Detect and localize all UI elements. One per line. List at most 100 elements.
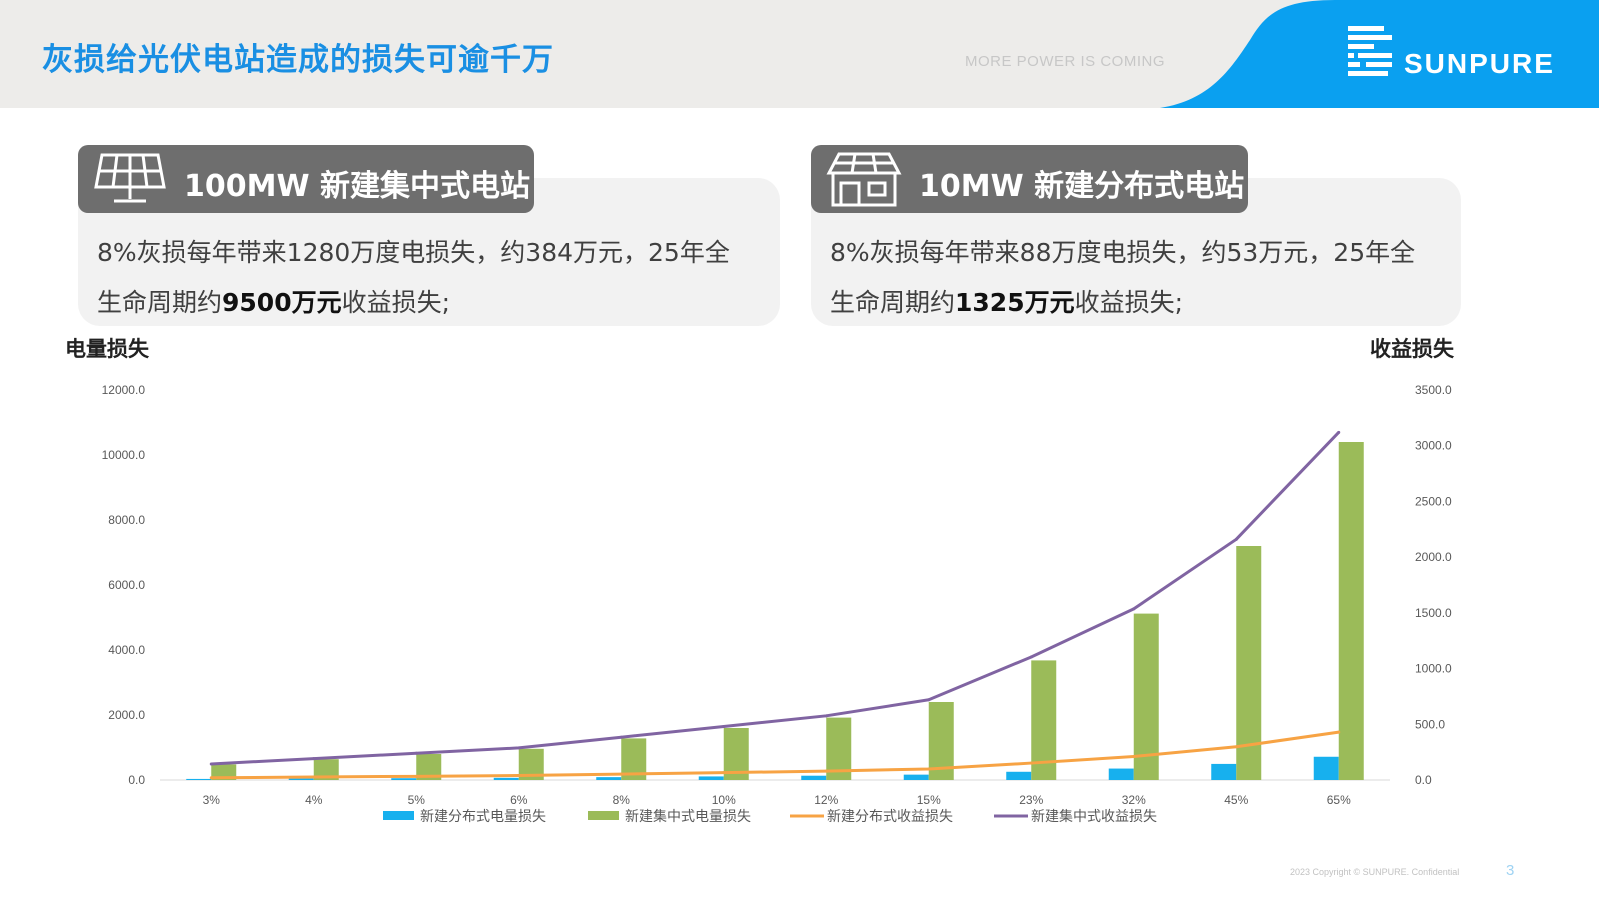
bar-distributed-energy-loss bbox=[801, 775, 827, 780]
line-point bbox=[209, 776, 213, 780]
tagline: MORE POWER IS COMING bbox=[965, 53, 1166, 70]
line-point bbox=[1337, 730, 1341, 734]
bar-distributed-energy-loss bbox=[1006, 771, 1032, 780]
description-line: 生命周期约9500万元收益损失; bbox=[97, 278, 767, 328]
line-point bbox=[1029, 655, 1033, 659]
bar-distributed-energy-loss bbox=[288, 778, 314, 780]
legend-swatch bbox=[383, 811, 414, 820]
left-axis-tick-label: 8000.0 bbox=[108, 513, 145, 527]
centralized-station-description: 8%灰损每年带来1280万度电损失，约384万元，25年全 生命周期约9500万… bbox=[97, 228, 767, 328]
bar-centralized-energy-loss bbox=[313, 759, 339, 780]
right-axis-title: 收益损失 bbox=[1370, 337, 1454, 361]
line-point bbox=[312, 757, 316, 761]
bar-distributed-energy-loss bbox=[596, 777, 622, 780]
line-point bbox=[1132, 754, 1136, 758]
line-point bbox=[824, 714, 828, 718]
copyright-notice: 2023 Copyright © SUNPURE. Confidential bbox=[1290, 867, 1460, 877]
distributed-station-tab: 10MW 新建分布式电站 bbox=[811, 145, 1248, 213]
x-axis-tick-label: 45% bbox=[1224, 793, 1248, 807]
brand-name: SUNPURE bbox=[1404, 48, 1555, 79]
legend-label: 新建分布式电量损失 bbox=[420, 809, 546, 825]
loss-amount-highlight: 1325万元 bbox=[955, 288, 1075, 317]
description-text: 收益损失; bbox=[1074, 288, 1184, 317]
line-point bbox=[414, 751, 418, 755]
right-axis-tick-label: 0.0 bbox=[1415, 773, 1432, 787]
distributed-station-description: 8%灰损每年带来88万度电损失，约53万元，25年全 生命周期约1325万元收益… bbox=[830, 228, 1460, 328]
line-point bbox=[927, 767, 931, 771]
line-point bbox=[1029, 761, 1033, 765]
bar-distributed-energy-loss bbox=[186, 778, 212, 780]
line-point bbox=[1234, 537, 1238, 541]
bar-distributed-energy-loss bbox=[391, 778, 417, 780]
legend-label: 新建集中式收益损失 bbox=[1031, 808, 1157, 825]
x-axis-tick-label: 23% bbox=[1019, 793, 1043, 807]
line-point bbox=[209, 762, 213, 766]
page-title: 灰损给光伏电站造成的损失可逾千万 bbox=[42, 42, 554, 78]
x-axis-tick-label: 8% bbox=[613, 793, 631, 807]
left-axis-tick-label: 4000.0 bbox=[108, 643, 145, 657]
bar-centralized-energy-loss bbox=[1338, 442, 1364, 780]
bar-centralized-energy-loss bbox=[211, 764, 237, 780]
left-axis-title: 电量损失 bbox=[65, 337, 149, 361]
line-point bbox=[517, 746, 521, 750]
x-axis-tick-label: 3% bbox=[203, 793, 221, 807]
x-axis-tick-label: 65% bbox=[1327, 793, 1351, 807]
bar-distributed-energy-loss bbox=[698, 776, 724, 780]
line-point bbox=[619, 735, 623, 739]
left-axis-tick-label: 12000.0 bbox=[102, 383, 146, 397]
sunpure-logo-icon bbox=[1348, 26, 1392, 76]
right-axis-tick-label: 1500.0 bbox=[1415, 606, 1452, 620]
line-point bbox=[312, 775, 316, 779]
line-point bbox=[619, 772, 623, 776]
left-axis-tick-label: 10000.0 bbox=[102, 448, 146, 462]
line-point bbox=[824, 769, 828, 773]
legend-label: 新建集中式电量损失 bbox=[625, 808, 751, 825]
left-axis-tick-label: 0.0 bbox=[128, 773, 145, 787]
bar-centralized-energy-loss bbox=[1133, 613, 1159, 780]
line-point bbox=[517, 774, 521, 778]
description-text: 收益损失; bbox=[341, 288, 451, 317]
page-number: 3 bbox=[1506, 862, 1515, 879]
bar-centralized-energy-loss bbox=[1236, 546, 1262, 780]
line-point bbox=[722, 725, 726, 729]
legend-label: 新建分布式收益损失 bbox=[827, 809, 953, 825]
left-axis-tick-label: 6000.0 bbox=[108, 578, 145, 592]
line-point bbox=[1337, 430, 1341, 434]
left-axis-tick-label: 2000.0 bbox=[108, 708, 145, 722]
line-point bbox=[1132, 607, 1136, 611]
x-axis-tick-label: 15% bbox=[917, 793, 941, 807]
centralized-station-title: 100MW 新建集中式电站 bbox=[184, 169, 531, 204]
bar-distributed-energy-loss bbox=[903, 774, 929, 780]
bar-distributed-energy-loss bbox=[1313, 756, 1339, 780]
distributed-station-title: 10MW 新建分布式电站 bbox=[919, 169, 1245, 204]
right-axis-tick-label: 1000.0 bbox=[1415, 662, 1452, 676]
x-axis-tick-label: 5% bbox=[408, 793, 426, 807]
solar-panel-icon bbox=[94, 153, 166, 203]
description-text: 生命周期约 bbox=[97, 288, 223, 317]
line-distributed-revenue-loss bbox=[211, 730, 1339, 780]
description-line: 生命周期约1325万元收益损失; bbox=[830, 278, 1460, 328]
building-icon bbox=[826, 152, 902, 207]
x-axis-tick-label: 6% bbox=[510, 793, 528, 807]
description-text: 生命周期约 bbox=[830, 288, 956, 317]
centralized-station-tab: 100MW 新建集中式电站 bbox=[78, 145, 534, 213]
x-axis-tick-label: 12% bbox=[814, 793, 838, 807]
line-centralized-revenue-loss bbox=[211, 431, 1340, 766]
line-point bbox=[1234, 745, 1238, 749]
loss-amount-highlight: 9500万元 bbox=[222, 288, 342, 317]
line-point bbox=[722, 771, 726, 775]
x-axis-tick-label: 10% bbox=[712, 793, 736, 807]
x-axis-tick-label: 32% bbox=[1122, 793, 1146, 807]
loss-chart: 0.0 2000.0 4000.0 6000.0 8000.0 10000.0 12000.… bbox=[102, 383, 1452, 825]
bar-distributed-energy-loss bbox=[493, 777, 519, 780]
bar-distributed-energy-loss bbox=[1211, 763, 1237, 780]
description-line: 8%灰损每年带来88万度电损失，约53万元，25年全 bbox=[830, 238, 1416, 267]
bar-centralized-energy-loss bbox=[1031, 660, 1057, 780]
right-axis-tick-label: 3500.0 bbox=[1415, 383, 1452, 397]
right-axis-tick-label: 2500.0 bbox=[1415, 494, 1452, 508]
description-line: 8%灰损每年带来1280万度电损失，约384万元，25年全 bbox=[97, 238, 730, 267]
line-point bbox=[414, 774, 418, 778]
x-axis-tick-label: 4% bbox=[305, 793, 323, 807]
right-axis-tick-label: 500.0 bbox=[1415, 717, 1445, 731]
line-point bbox=[927, 698, 931, 702]
